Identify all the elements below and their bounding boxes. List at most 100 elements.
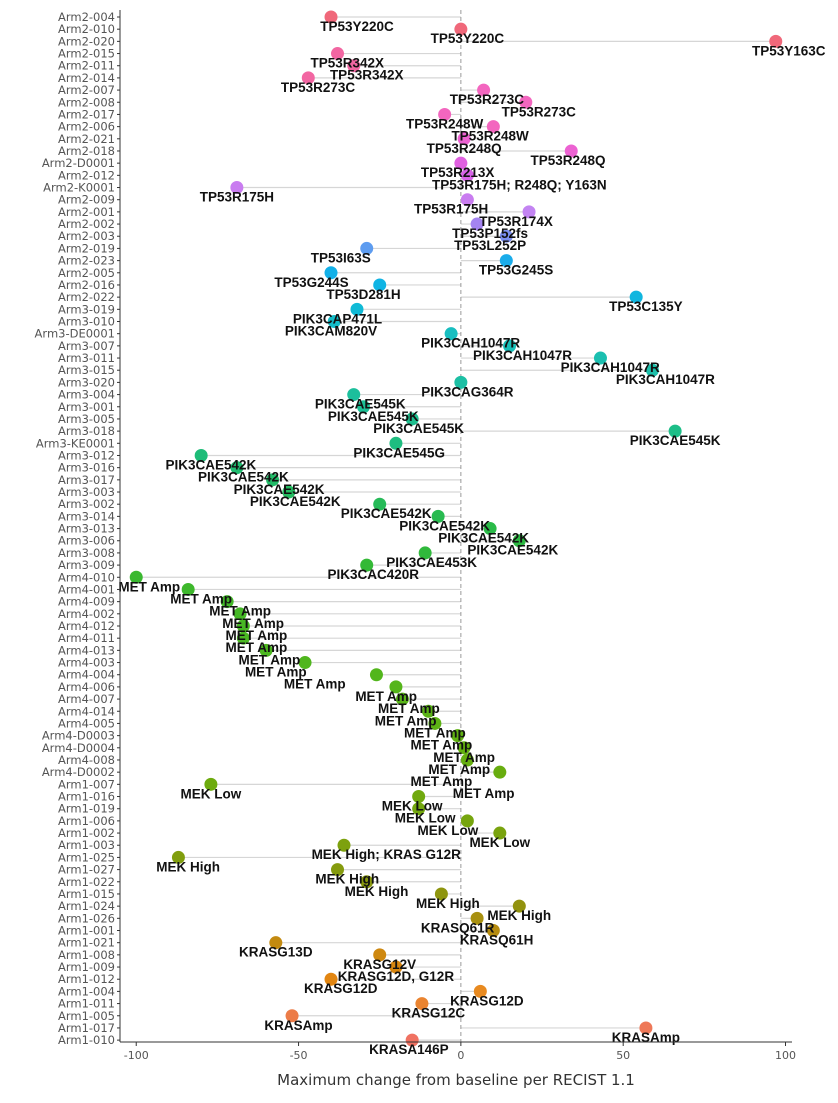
point-arm2-010: [454, 22, 468, 36]
point-label-arm2-002: TP53P152fs: [452, 226, 528, 241]
point-label-arm1-002: MEK Low: [469, 835, 530, 850]
y-tick-label: Arm1-024: [58, 899, 115, 913]
point-label-arm1-005: KRASAmp: [264, 1018, 332, 1033]
stem-layer: [136, 16, 776, 1041]
x-axis: -100 -50 0 50 100: [120, 1041, 796, 1062]
point-arm3-007: [503, 339, 517, 353]
point-label-arm3-019: PIK3CAP471L: [293, 311, 382, 326]
point-arm3-006: [512, 534, 526, 548]
y-tick-label: Arm3-005: [58, 412, 115, 426]
point-arm4-002: [233, 607, 247, 621]
point-arm3-015: [645, 363, 659, 377]
y-tick-label: Arm1-008: [58, 948, 115, 962]
point-arm1-008: [373, 948, 387, 962]
point-arm3-001: [356, 400, 370, 414]
y-tick-label: Arm2-009: [58, 193, 115, 207]
point-arm2-015: [331, 47, 345, 61]
point-label-arm1-027: MEK High: [315, 872, 379, 887]
point-arm4-013: [259, 643, 273, 657]
point-arm1-009: [389, 960, 403, 974]
point-label-arm1-010: KRASA146P: [369, 1042, 449, 1057]
point-arm1-015: [434, 887, 448, 901]
x-tick-label: 0: [457, 1049, 464, 1062]
point-label-arm1-021: KRASG13D: [239, 945, 313, 960]
point-arm3-014: [431, 509, 445, 523]
point-label-arm2-014: TP53R273C: [281, 80, 356, 95]
point-arm4-003: [298, 656, 312, 670]
y-tick-label: Arm3-001: [58, 400, 115, 414]
y-tick-label: Arm3-010: [58, 315, 115, 329]
point-arm1-006: [460, 814, 474, 828]
point-label-arm3-016: PIK3CAE542K: [198, 470, 289, 485]
y-tick-label: Arm4-D0002: [42, 765, 115, 779]
point-label-arm2-k0001: TP53R175H: [200, 190, 274, 205]
point-label-arm1-022: MEK High: [345, 884, 409, 899]
point-arm3-010: [327, 315, 341, 328]
point-label-arm3-003: PIK3CAE542K: [250, 494, 341, 509]
point-label-arm4-012: MET Amp: [225, 628, 287, 643]
y-tick-label: Arm4-011: [58, 631, 115, 645]
point-label-arm1-006: MEK Low: [418, 823, 479, 838]
x-tick-label: 50: [616, 1049, 630, 1062]
point-label-arm4-006: MET Amp: [355, 689, 417, 704]
point-arm2-018: [564, 144, 578, 158]
point-label-arm4-008: MET Amp: [428, 762, 490, 777]
point-label-arm1-025: MEK High: [156, 859, 220, 874]
point-arm1-019: [412, 802, 426, 816]
point-label-arm4-d0002: MET Amp: [411, 774, 473, 789]
point-label-arm3-004: PIK3CAE545K: [315, 397, 406, 412]
point-label-arm2-011: TP53R342X: [330, 68, 404, 83]
y-tick-label: Arm1-022: [58, 875, 115, 889]
point-label-arm2-007: TP53R273C: [450, 92, 525, 107]
point-arm3-016: [230, 461, 244, 475]
y-tick-label: Arm4-010: [58, 570, 115, 584]
y-tick-label: Arm2-004: [58, 10, 115, 24]
point-arm2-022: [629, 290, 643, 304]
point-arm1-005: [285, 1009, 299, 1023]
point-arm4-012: [236, 619, 250, 633]
point-arm3-009: [360, 558, 374, 572]
point-arm1-007: [204, 777, 218, 791]
y-tick-label: Arm2-005: [58, 266, 115, 280]
point-label-arm3-006: PIK3CAE542K: [467, 543, 558, 558]
y-tick-label: Arm1-007: [58, 777, 115, 791]
point-label-arm2-016: TP53D281H: [326, 287, 400, 302]
y-tick-label: Arm1-021: [58, 936, 115, 950]
point-label-arm1-024: MEK High: [487, 908, 551, 923]
point-arm4-007: [395, 692, 409, 706]
point-arm2-014: [301, 71, 315, 85]
point-label-arm2-021: TP53R248Q: [427, 141, 502, 156]
point-arm3-013: [483, 522, 497, 536]
point-arm2-021: [457, 132, 471, 146]
y-tick-label: Arm3-006: [58, 534, 115, 548]
y-tick-label: Arm2-K0001: [43, 181, 115, 195]
y-tick-label: Arm2-020: [58, 34, 115, 48]
point-arm2-d0001: [454, 156, 468, 170]
point-arm1-010: [405, 1033, 419, 1047]
point-arm4-004: [369, 668, 383, 682]
point-label-arm4-007: MET Amp: [378, 701, 440, 716]
point-label-arm3-018: PIK3CAE545K: [630, 433, 721, 448]
point-label-arm3-001: PIK3CAE545K: [328, 409, 419, 424]
point-label-arm3-015: PIK3CAH1047R: [616, 372, 715, 387]
y-tick-label: Arm4-007: [58, 692, 115, 706]
y-tick-label: Arm4-012: [58, 619, 115, 633]
y-tick-label: Arm1-009: [58, 960, 115, 974]
point-arm3-020: [454, 375, 468, 389]
y-tick-label: Arm1-011: [58, 997, 115, 1011]
point-label-arm4-010: MET Amp: [118, 579, 180, 594]
point-label-arm4-013: MET Amp: [238, 652, 300, 667]
point-label-arm3-014: PIK3CAE542K: [399, 518, 490, 533]
y-tick-label: Arm1-004: [58, 984, 115, 998]
point-label-arm2-005: TP53G244S: [274, 275, 348, 290]
point-arm2-003: [499, 229, 513, 243]
point-arm1-025: [171, 850, 185, 864]
point-arm2-020: [769, 34, 783, 48]
y-tick-label: Arm1-016: [58, 790, 115, 804]
point-arm2-k0001: [230, 181, 244, 195]
y-tick-label: Arm4-D0003: [42, 729, 115, 743]
y-tick-label: Arm2-023: [58, 254, 115, 268]
y-tick-label: Arm1-012: [58, 972, 115, 986]
y-tick-label: Arm3-DE0001: [35, 327, 115, 341]
point-label-arm1-011: KRASG12C: [392, 1006, 466, 1021]
